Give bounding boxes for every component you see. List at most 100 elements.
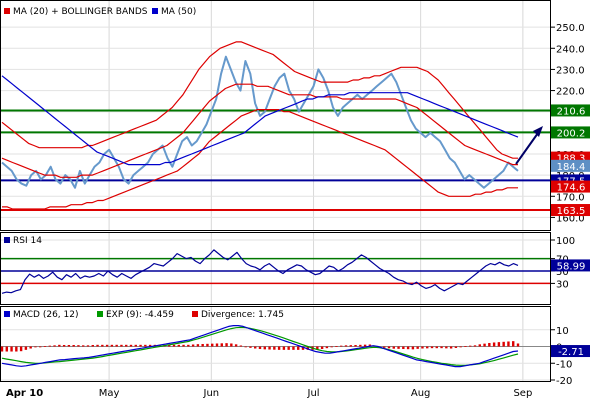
exp-signal-line (1, 326, 519, 366)
rsi-line (1, 249, 519, 294)
divergence-bar (215, 343, 219, 347)
month-label: Jun (203, 388, 220, 399)
divergence-bar (392, 346, 395, 349)
legend-label-divergence: Divergence: 1.745 (201, 310, 284, 320)
divergence-bar (421, 346, 424, 349)
month-labels: Apr 10 May Jun Jul Aug Sep (6, 388, 532, 399)
divergence-bar (249, 346, 252, 348)
divergence-bar (139, 344, 142, 347)
level-tag-label: 200.2 (557, 128, 586, 139)
divergence-bar (110, 344, 114, 347)
divergence-bar (488, 342, 491, 347)
divergence-bar (211, 343, 214, 347)
divergence-bar (406, 346, 410, 350)
divergence-bar (454, 346, 458, 349)
divergence-bar (82, 345, 85, 347)
level-tag-box (551, 159, 590, 172)
divergence-bar (120, 344, 123, 347)
divergence-bar (507, 341, 510, 347)
level-tag-label: 188.3 (557, 154, 586, 165)
y-tick-label: 230.0 (556, 65, 585, 76)
divergence-bar (5, 346, 8, 352)
macd-level-tag: -2.71 (551, 345, 590, 358)
divergence-bar (86, 345, 90, 347)
divergence-bar (206, 343, 209, 347)
divergence-bar (168, 344, 171, 347)
y-tick-label: 10 (556, 326, 569, 337)
divergence-bar (335, 346, 338, 347)
divergence-bar (258, 346, 262, 350)
divergence-bar (24, 346, 28, 350)
divergence-bar (191, 344, 195, 347)
level-tag-label: 58.99 (557, 261, 586, 272)
divergence-bar (263, 346, 266, 350)
divergence-bar (273, 346, 276, 350)
divergence-bar (0, 346, 4, 352)
divergence-bar (297, 346, 300, 350)
divergence-bar (306, 346, 309, 350)
y-tick-label: -10 (556, 359, 572, 370)
divergence-bar (48, 345, 51, 347)
reference-lines (1, 109, 550, 347)
series-lines (1, 41, 519, 368)
macd-divergence-bars (0, 341, 520, 352)
month-label: May (99, 388, 120, 399)
divergence-bar (435, 346, 438, 349)
y-tick-label: 30 (556, 279, 569, 290)
divergence-bar (230, 343, 233, 347)
divergence-bar (464, 346, 467, 347)
divergence-bar (96, 344, 99, 347)
bollinger-lower-band (2, 109, 518, 210)
legend-label-ma50: MA (50) (161, 7, 196, 17)
ma20-line (1, 83, 518, 178)
divergence-bar (148, 344, 152, 347)
divergence-bar (220, 343, 223, 347)
divergence-bar (43, 345, 47, 347)
divergence-bar (344, 345, 348, 347)
legend-label-rsi: RSI 14 (13, 236, 42, 246)
divergence-bar (234, 344, 238, 347)
divergence-bar (10, 346, 13, 352)
level-tag-label: 174.6 (557, 183, 586, 194)
month-label: Apr 10 (6, 388, 43, 399)
level-tag-box (551, 180, 590, 193)
divergence-bar (473, 345, 477, 347)
divergence-bar (129, 344, 133, 347)
level-tag-box (551, 126, 590, 139)
divergence-bar (440, 346, 443, 349)
divergence-bar (134, 344, 137, 347)
price-level-tag: 210.6 (551, 104, 590, 117)
divergence-bar (115, 344, 118, 347)
level-tag-label: -2.71 (558, 347, 584, 358)
level-tag-box (551, 204, 590, 217)
level-tag-label: 163.5 (557, 206, 586, 217)
price-legend: MA (20) + BOLLINGER BANDS MA (50) (4, 7, 196, 17)
level-tags: 210.6200.2188.3184.4177.5174.6163.558.99… (551, 104, 590, 358)
divergence-bar (244, 346, 247, 348)
month-label: Aug (411, 388, 431, 399)
macd-panel-frame (0, 306, 551, 382)
divergence-bar (187, 344, 190, 347)
divergence-bar (177, 344, 180, 347)
divergence-bar (101, 344, 104, 347)
legend-swatch-macd (4, 311, 10, 317)
legend-label-bollinger: MA (20) + BOLLINGER BANDS (13, 7, 148, 17)
legend-swatch-rsi (4, 237, 10, 243)
divergence-bar (201, 343, 204, 347)
divergence-bar (67, 344, 71, 347)
y-tick-label: 50 (556, 267, 569, 278)
divergence-bar (77, 345, 80, 347)
price-level-tag: 174.6 (551, 180, 590, 194)
legend-label-exp: EXP (9): -4.459 (106, 310, 174, 320)
divergence-bar (512, 341, 515, 347)
price-line (1, 55, 519, 189)
divergence-bar (469, 345, 472, 347)
price-panel-frame (0, 0, 551, 231)
divergence-bar (239, 345, 243, 347)
level-tag-box (551, 259, 590, 272)
divergence-bar (502, 341, 505, 347)
divergence-bar (459, 346, 462, 348)
divergence-bar (402, 346, 405, 350)
y-tick-label: -20 (556, 376, 572, 387)
